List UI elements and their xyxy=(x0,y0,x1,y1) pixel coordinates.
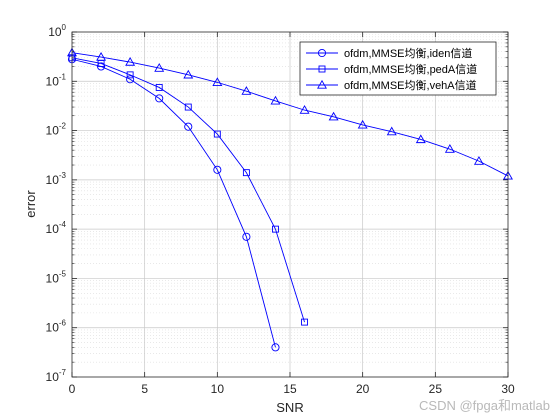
data-point xyxy=(97,62,106,71)
data-point xyxy=(241,86,252,95)
data-point xyxy=(155,94,164,103)
data-point xyxy=(96,51,107,61)
ticks: 10-7 10-6 10-5 10-4 10-3 10-2 10-1 100 0 5 10 15 20 2… xyxy=(46,23,515,396)
series-line xyxy=(71,58,276,348)
y-tick-label: 10-7 xyxy=(46,368,67,384)
legend-label: ofdm,MMSE均衡,vehA信道 xyxy=(344,78,477,92)
data-point xyxy=(126,71,134,79)
y-tick-label: 10-1 xyxy=(46,72,67,88)
y-tick-label: 10-5 xyxy=(46,269,67,285)
y-tick-label: 10-6 xyxy=(46,319,67,335)
y-tick-label: 100 xyxy=(48,23,66,39)
x-axis-label: SNR xyxy=(276,400,303,415)
data-point xyxy=(125,56,136,66)
x-tick-label: 0 xyxy=(69,382,76,396)
data-point xyxy=(272,225,279,233)
data-point xyxy=(213,165,222,174)
data-point xyxy=(184,103,192,111)
series-triangle xyxy=(67,47,513,180)
data-point xyxy=(242,232,251,241)
legend-marker xyxy=(318,65,326,73)
legend: ofdm,MMSE均衡,iden信道 ofdm,MMSE均衡,pedA信道 ofdm… xyxy=(299,41,497,96)
data-point xyxy=(357,119,368,129)
data-point xyxy=(271,343,280,352)
series-layer xyxy=(67,47,513,352)
legend-label: ofdm,MMSE均衡,pedA信道 xyxy=(344,62,477,76)
data-point xyxy=(328,111,339,121)
y-axis-label: error xyxy=(23,190,38,218)
data-point xyxy=(154,63,165,72)
legend-entry: ofdm,MMSE均衡,iden信道 xyxy=(306,46,472,60)
data-point xyxy=(155,83,163,91)
data-point xyxy=(183,69,194,79)
data-point xyxy=(301,318,308,326)
data-point xyxy=(299,105,310,114)
legend-box xyxy=(299,41,497,96)
data-point xyxy=(473,156,484,165)
data-point xyxy=(213,130,221,138)
x-tick-label: 5 xyxy=(141,382,148,396)
data-point xyxy=(415,134,426,144)
x-tick-label: 10 xyxy=(211,382,225,396)
data-point xyxy=(126,75,135,84)
x-tick-label: 15 xyxy=(283,382,297,396)
y-tick-label: 10-2 xyxy=(46,122,67,138)
legend-marker xyxy=(317,48,327,58)
series-line xyxy=(71,57,305,323)
series-line xyxy=(71,52,509,177)
y-tick-label: 10-3 xyxy=(46,171,67,187)
legend-entry: ofdm,MMSE均衡,pedA信道 xyxy=(306,62,477,76)
legend-label: ofdm,MMSE均衡,iden信道 xyxy=(344,46,472,60)
data-point xyxy=(242,169,250,177)
data-point xyxy=(184,122,193,131)
x-tick-label: 25 xyxy=(429,382,443,396)
data-point xyxy=(386,126,397,136)
legend-entries: ofdm,MMSE均衡,iden信道 ofdm,MMSE均衡,pedA信道 ofdm… xyxy=(306,46,477,92)
watermark: CSDN @fpga和matlab xyxy=(419,398,550,413)
y-tick-label: 10-4 xyxy=(46,220,67,236)
data-point xyxy=(212,77,223,86)
x-tick-label: 30 xyxy=(501,382,515,396)
legend-marker xyxy=(317,79,327,89)
x-tick-label: 20 xyxy=(356,382,370,396)
data-point xyxy=(444,144,455,153)
legend-entry: ofdm,MMSE均衡,vehA信道 xyxy=(306,78,477,92)
data-point xyxy=(270,95,281,105)
